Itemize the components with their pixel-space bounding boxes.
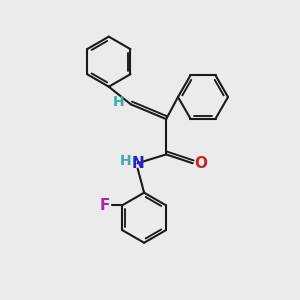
Text: O: O [194,156,207,171]
Text: H: H [120,154,132,168]
Text: H: H [113,95,124,109]
Text: F: F [100,198,110,213]
Text: N: N [131,156,144,171]
